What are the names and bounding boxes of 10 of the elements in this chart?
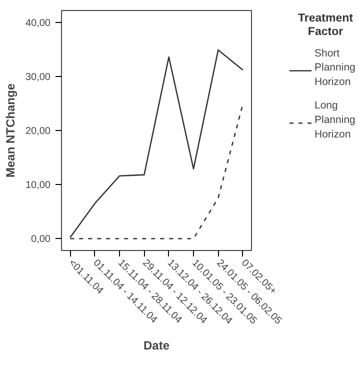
x-axis-title: Date (143, 338, 170, 353)
y-tick-label: 20,00 (25, 126, 51, 137)
y-axis-title: Mean NTChange (3, 83, 18, 178)
legend-label: Short Planning Horizon (314, 47, 356, 88)
legend-label: Long Planning Horizon (314, 100, 356, 141)
y-tick-label: 0,00 (31, 234, 51, 246)
y-tick-label: 10,00 (25, 180, 51, 192)
y-tick-label: 40,00 (25, 18, 51, 29)
legend-title: Treatment Factor (298, 12, 354, 38)
y-tick-label: 30,00 (25, 72, 51, 83)
